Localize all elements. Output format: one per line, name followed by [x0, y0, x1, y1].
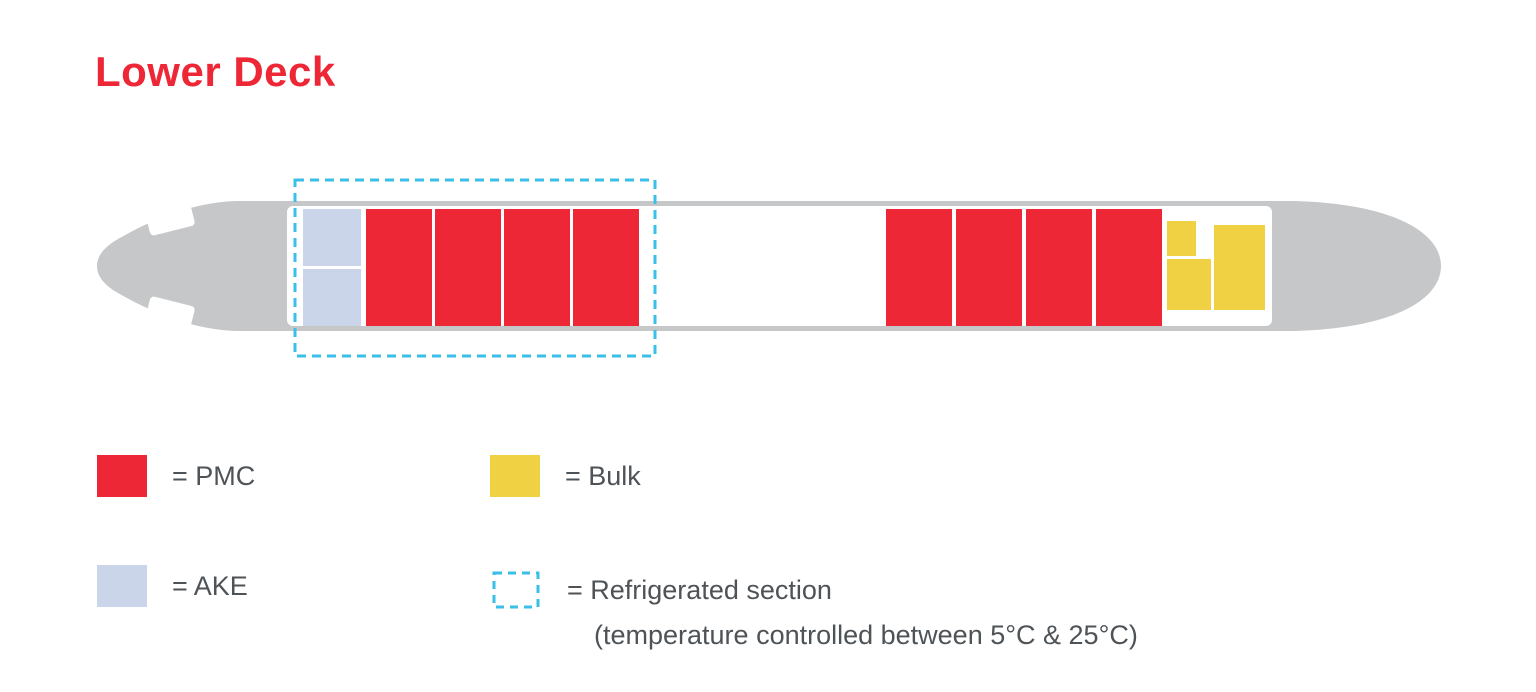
pmc-container	[1026, 209, 1092, 326]
tail-door-notch	[145, 200, 195, 236]
refrigerated-legend-swatch	[492, 571, 540, 609]
refrigerated-legend-label-block: = Refrigerated section (temperature cont…	[567, 568, 1138, 658]
ake-container	[303, 269, 361, 326]
pmc-container	[435, 209, 501, 326]
bulk-swatch-rect	[490, 455, 540, 497]
aircraft-lower-deck-diagram	[97, 178, 1441, 358]
bulk-legend-label: = Bulk	[565, 460, 641, 491]
pmc-legend-swatch	[97, 455, 147, 497]
bulk-compartment	[1167, 221, 1196, 256]
bulk-compartment	[1167, 259, 1211, 310]
pmc-legend-label: = PMC	[172, 460, 256, 491]
refrigerated-swatch-rect	[492, 571, 540, 609]
ake-legend-label: = AKE	[172, 570, 248, 601]
pmc-container	[504, 209, 570, 326]
pmc-swatch-rect	[97, 455, 147, 497]
pmc-container	[886, 209, 952, 326]
ake-legend-swatch	[97, 565, 147, 607]
pmc-container	[573, 209, 639, 326]
refrigerated-legend-label: = Refrigerated section	[567, 575, 832, 605]
ake-swatch-rect	[97, 565, 147, 607]
bulk-legend-swatch	[490, 455, 540, 497]
legend-item-pmc: = PMC	[97, 455, 255, 497]
legend-item-refrigerated	[492, 571, 542, 611]
legend-item-bulk: = Bulk	[490, 455, 641, 497]
pmc-container	[366, 209, 432, 326]
ake-container	[303, 209, 361, 266]
refrigerated-section-outline	[293, 178, 657, 358]
pmc-container	[1096, 209, 1162, 326]
refrigerated-legend-note: (temperature controlled between 5°C & 25…	[594, 620, 1138, 650]
page-title: Lower Deck	[95, 48, 336, 95]
bulk-compartment	[1214, 225, 1265, 310]
tail-door-notch	[145, 296, 195, 332]
legend-item-ake: = AKE	[97, 565, 248, 607]
pmc-container	[956, 209, 1022, 326]
